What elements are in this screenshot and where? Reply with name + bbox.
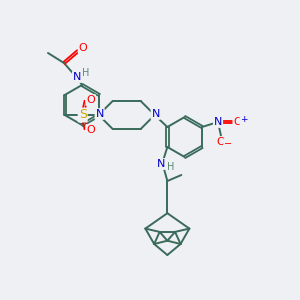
Text: O: O bbox=[217, 137, 225, 147]
Text: N: N bbox=[157, 159, 166, 169]
Text: O: O bbox=[86, 125, 95, 135]
Text: N: N bbox=[214, 117, 222, 127]
Text: H: H bbox=[167, 162, 174, 172]
Text: O: O bbox=[79, 43, 87, 53]
Text: S: S bbox=[79, 109, 87, 122]
Text: N: N bbox=[95, 109, 104, 119]
Text: O: O bbox=[234, 117, 242, 127]
Text: N: N bbox=[73, 72, 81, 82]
Text: N: N bbox=[152, 109, 160, 119]
Text: −: − bbox=[224, 139, 232, 149]
Text: +: + bbox=[240, 116, 248, 124]
Text: O: O bbox=[86, 95, 95, 105]
Text: H: H bbox=[82, 68, 90, 78]
